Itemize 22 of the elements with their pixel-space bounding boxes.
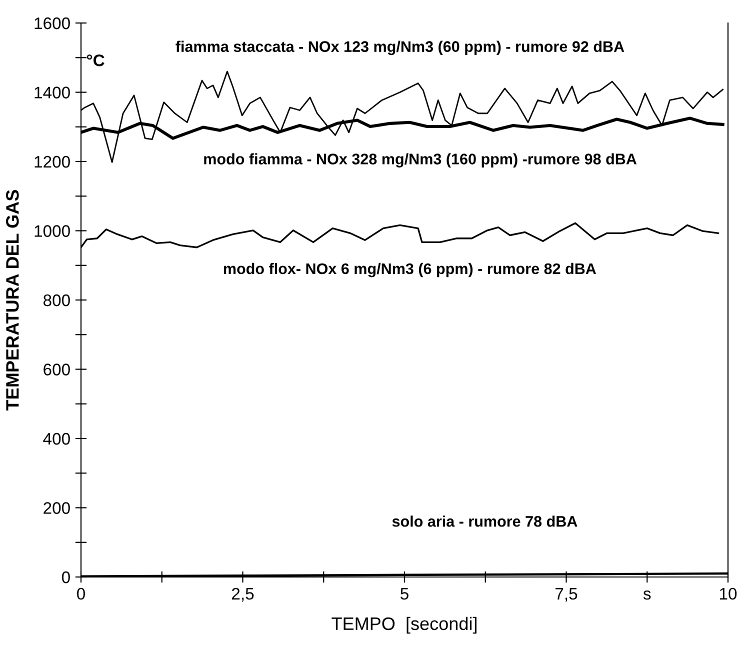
- annotation: °C: [86, 54, 104, 66]
- series-label: modo fiamma - NOx 328 mg/Nm3 (160 ppm) -rumore 98 dBA: [204, 153, 637, 168]
- x-tick-label: 2,5: [232, 588, 254, 602]
- y-tick-label: 600: [44, 364, 70, 376]
- y-tick-label: 800: [44, 294, 70, 306]
- series-label: modo flox- NOx 6 mg/Nm3 (6 ppm) - rumore 82 dBA: [224, 262, 596, 278]
- y-tick-label: 1000: [34, 225, 70, 237]
- y-tick-label: 400: [43, 432, 70, 445]
- x-axis-title: TEMPO [secondi]: [332, 616, 476, 634]
- x-tick-label: 7,5: [556, 588, 578, 602]
- y-tick-label: 1200: [34, 156, 70, 168]
- annotation: solo aria - rumore 78 dBA: [392, 516, 578, 527]
- y-axis-title: TEMPERATURA DEL GAS: [6, 190, 19, 410]
- series-label: fiamma staccata - NOx 123 mg/Nm3 (60 ppm) - rumore 92 dBA: [176, 40, 624, 56]
- y-tick-label: 0: [62, 571, 70, 584]
- y-tick-label: 1600: [34, 17, 70, 30]
- x-tick-label: 0: [77, 588, 85, 600]
- y-tick-label: 1400: [34, 86, 70, 98]
- x-tick-label: 10: [720, 588, 737, 600]
- x-tick-label: s: [643, 590, 651, 600]
- y-tick-label: 200: [44, 502, 70, 514]
- x-tick-label: 5: [400, 588, 408, 600]
